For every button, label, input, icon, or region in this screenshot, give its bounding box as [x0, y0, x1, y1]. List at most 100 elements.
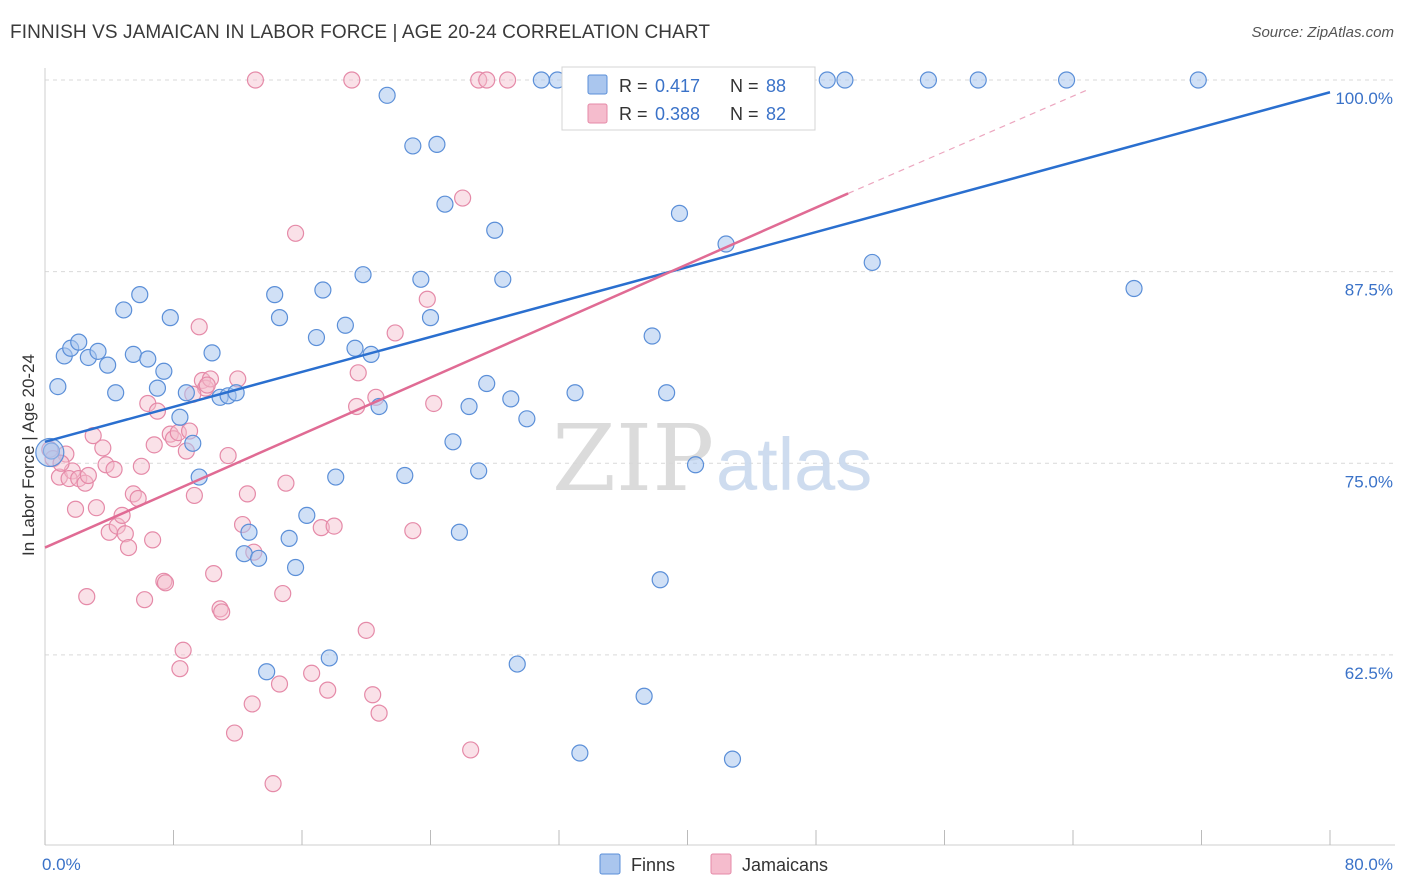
y-tick-label: 100.0%: [1335, 89, 1393, 108]
finns-point: [320, 649, 338, 667]
legend-bottom-jamaicans-swatch: [710, 853, 732, 875]
legend-jamaicans-r-label: R =: [619, 104, 648, 124]
finns-point: [107, 384, 125, 402]
x-tick-label: 0.0%: [42, 855, 81, 874]
finns-point: [336, 316, 354, 334]
finns-point: [1057, 71, 1076, 89]
jamaicans-point: [349, 364, 367, 382]
grid-layer: [45, 79, 1395, 656]
finns-point: [378, 86, 396, 104]
finns-point: [412, 270, 430, 288]
finns-point: [723, 750, 742, 768]
y-tick-label: 87.5%: [1345, 281, 1393, 300]
finns-point: [470, 462, 488, 480]
jamaicans-point: [132, 457, 150, 475]
finns-point: [1125, 279, 1143, 298]
finns-point: [177, 384, 195, 402]
jamaicans-point: [105, 460, 123, 478]
jamaicans-point: [454, 189, 472, 207]
jamaicans-point: [364, 686, 382, 704]
finns-point: [99, 356, 117, 374]
jamaicans-trendline-extension: [847, 88, 1090, 194]
legend-jamaicans-n-label: N =: [730, 104, 759, 124]
finns-point-large: [35, 437, 65, 468]
jamaicans-point: [325, 517, 343, 535]
watermark-zip: ZIP: [552, 405, 714, 512]
jamaicans-point: [499, 71, 517, 89]
jamaicans-point: [357, 621, 375, 639]
finns-point: [450, 523, 469, 541]
finns-point: [139, 350, 157, 368]
jamaicans-point: [418, 290, 436, 308]
jamaicans-point: [174, 641, 192, 659]
finns-point: [148, 379, 167, 397]
finns-point: [486, 221, 504, 239]
trendlines: [44, 88, 1331, 549]
legend-finns-n-value: 88: [766, 76, 786, 96]
finns-point: [124, 345, 142, 364]
finns-point: [444, 433, 462, 451]
finns-point: [436, 195, 454, 213]
finns-point: [258, 663, 276, 681]
finns-point: [298, 506, 316, 524]
finns-point: [404, 137, 422, 155]
jamaicans-point: [78, 588, 96, 606]
finns-point: [836, 71, 854, 89]
y-tick-label: 75.0%: [1345, 472, 1393, 491]
finns-point: [428, 135, 446, 153]
jamaicans-trendline: [44, 192, 849, 549]
finns-point: [566, 384, 584, 402]
jamaicans-point: [404, 522, 422, 540]
legend-finns-r-value: 0.417: [655, 76, 700, 96]
source-label: Source: ZipAtlas.com: [1251, 24, 1394, 41]
jamaicans-point: [246, 71, 265, 89]
finns-point: [460, 397, 478, 416]
legend-finns-n-label: N =: [730, 76, 759, 96]
jamaicans-point: [238, 485, 256, 503]
finns-point: [115, 301, 133, 319]
finns-point: [502, 390, 520, 408]
jamaicans-point: [144, 531, 162, 549]
jamaicans-point: [243, 695, 261, 713]
finns-point: [919, 71, 938, 89]
chart-title: FINNISH VS JAMAICAN IN LABOR FORCE | AGE…: [10, 22, 711, 43]
finns-point: [863, 253, 881, 272]
legend-top: R = 0.417 N = 88 R = 0.388 N = 82: [561, 66, 816, 131]
finns-point: [635, 687, 653, 705]
finns-point: [171, 408, 189, 426]
jamaicans-point: [386, 324, 404, 342]
jamaicans-point: [425, 394, 443, 413]
finns-point: [969, 71, 987, 89]
legend-finns-r-label: R =: [619, 76, 648, 96]
jamaicans-point: [343, 71, 361, 89]
jamaicans-point: [462, 741, 480, 759]
watermark-atlas: atlas: [716, 423, 872, 506]
jamaicans-point: [60, 469, 78, 488]
finns-point: [155, 362, 173, 380]
legend-bottom-finns-label: Finns: [631, 855, 675, 875]
finns-point: [670, 204, 689, 222]
jamaicans-point: [319, 681, 337, 699]
jamaicans-point: [119, 538, 138, 557]
jamaicans-point: [79, 466, 97, 485]
finns-point: [1189, 71, 1207, 89]
jamaicans-point: [277, 474, 295, 492]
legend-jamaicans-r-value: 0.388: [655, 104, 700, 124]
finns-point: [651, 571, 669, 589]
finns-point: [327, 468, 345, 486]
jamaicans-point: [97, 456, 115, 474]
finns-point: [266, 286, 284, 304]
finns-point: [161, 309, 179, 327]
jamaicans-point: [145, 436, 163, 454]
legend-finns-swatch: [587, 74, 608, 95]
finns-point: [250, 549, 268, 567]
finns-point: [518, 410, 536, 428]
jamaicans-points: [41, 71, 517, 793]
watermark: ZIP atlas: [552, 405, 872, 512]
jamaicans-point: [124, 485, 142, 503]
jamaicans-point: [270, 675, 289, 693]
finns-point: [70, 333, 88, 351]
y-axis-title: In Labor Force | Age 20-24: [19, 354, 38, 556]
finns-point: [396, 466, 414, 485]
